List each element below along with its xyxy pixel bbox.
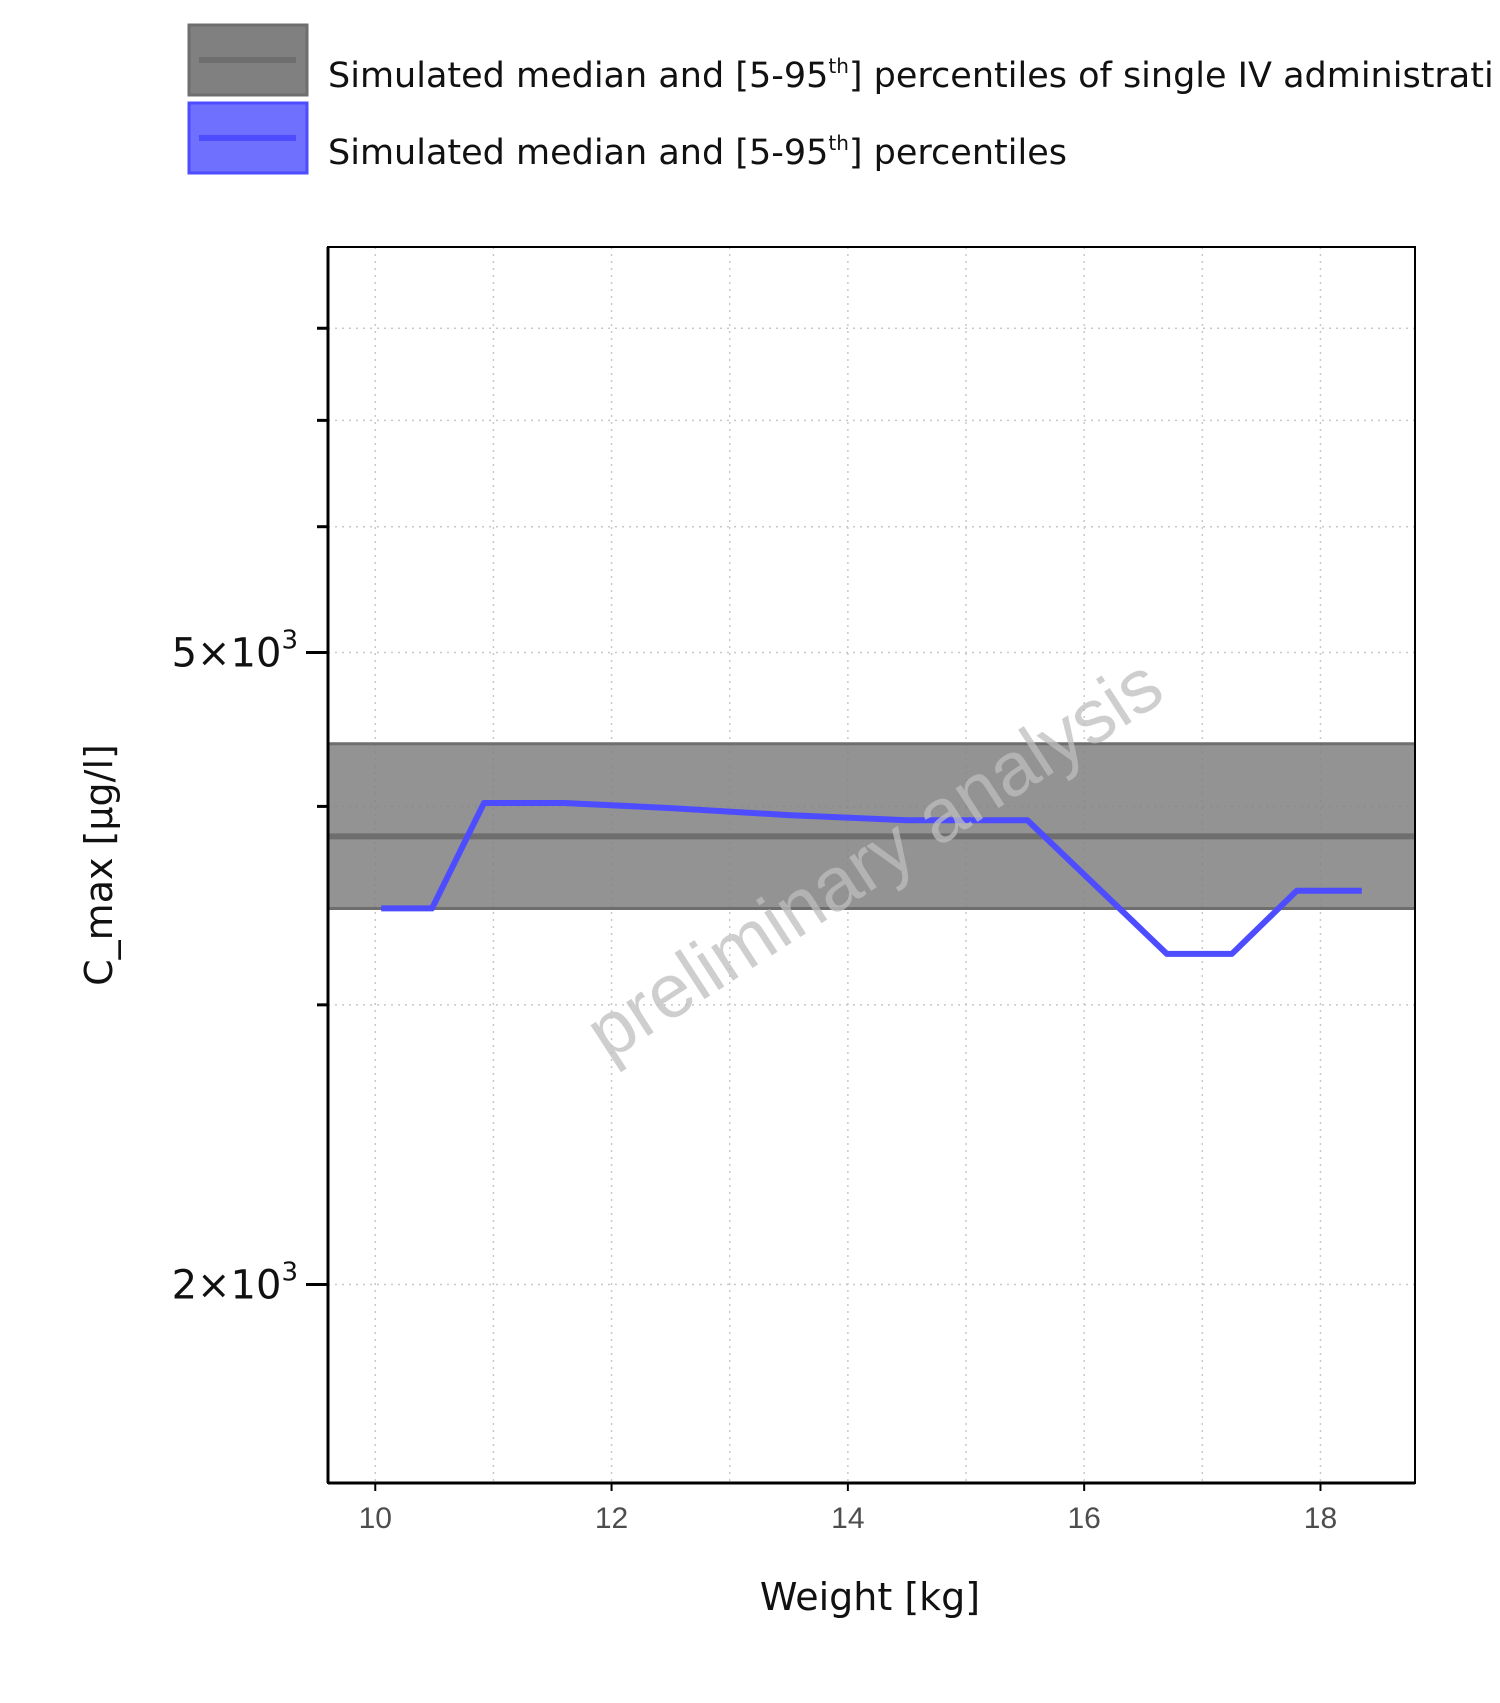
x-tick-label: 18 [1304, 1502, 1337, 1535]
series-lines [381, 800, 1362, 957]
x-tick-label: 12 [595, 1502, 628, 1535]
x-axis-title: Weight [kg] [760, 1575, 980, 1619]
x-tick-label: 16 [1067, 1502, 1100, 1535]
legend: Simulated median and [5-95th] percentile… [187, 23, 1494, 175]
iv-percentile-band [328, 743, 1415, 909]
legend-item-iv-band: Simulated median and [5-95th] percentile… [187, 23, 1494, 97]
x-tick-label: 10 [359, 1502, 392, 1535]
y-axis-ticks: 2×103 5×103 [172, 326, 328, 1309]
x-axis-ticks: 10 12 14 16 18 [359, 1483, 1337, 1535]
y-axis-title: C_max [µg/l] [77, 744, 121, 986]
legend-label-simulated: Simulated median and [5-95th] percentile… [328, 131, 1067, 173]
legend-item-simulated: Simulated median and [5-95th] percentile… [187, 101, 1067, 175]
reference-band [328, 742, 1415, 910]
legend-label-iv: Simulated median and [5-95th] percentile… [328, 54, 1494, 96]
x-tick-label: 14 [831, 1502, 864, 1535]
simulated-median-line [381, 800, 1362, 957]
y-tick-label: 2×103 [172, 1258, 298, 1309]
y-tick-label: 5×103 [172, 625, 298, 676]
